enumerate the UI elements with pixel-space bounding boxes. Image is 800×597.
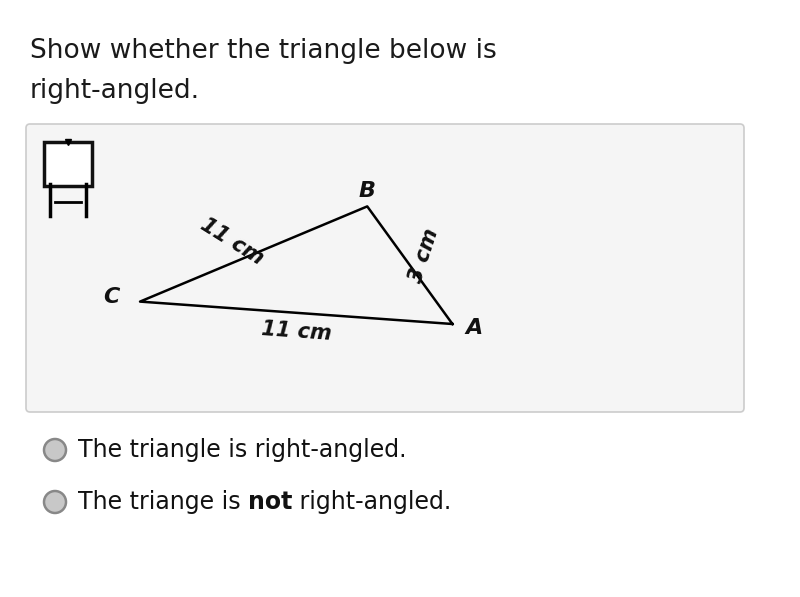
- Text: Show whether the triangle below is: Show whether the triangle below is: [30, 38, 497, 64]
- FancyBboxPatch shape: [26, 124, 744, 412]
- Text: right-angled.: right-angled.: [293, 490, 452, 514]
- Circle shape: [44, 491, 66, 513]
- Text: A: A: [465, 318, 482, 338]
- Text: not: not: [248, 490, 293, 514]
- Text: The triange is: The triange is: [78, 490, 248, 514]
- Text: 11 cm: 11 cm: [261, 319, 332, 343]
- Text: 3 cm: 3 cm: [406, 226, 442, 285]
- Text: 11 cm: 11 cm: [198, 214, 267, 269]
- Text: right-angled.: right-angled.: [30, 78, 200, 104]
- Text: The triangle is right-angled.: The triangle is right-angled.: [78, 438, 406, 462]
- Text: C: C: [103, 287, 120, 307]
- FancyBboxPatch shape: [44, 142, 92, 186]
- Text: B: B: [358, 181, 376, 201]
- Circle shape: [44, 439, 66, 461]
